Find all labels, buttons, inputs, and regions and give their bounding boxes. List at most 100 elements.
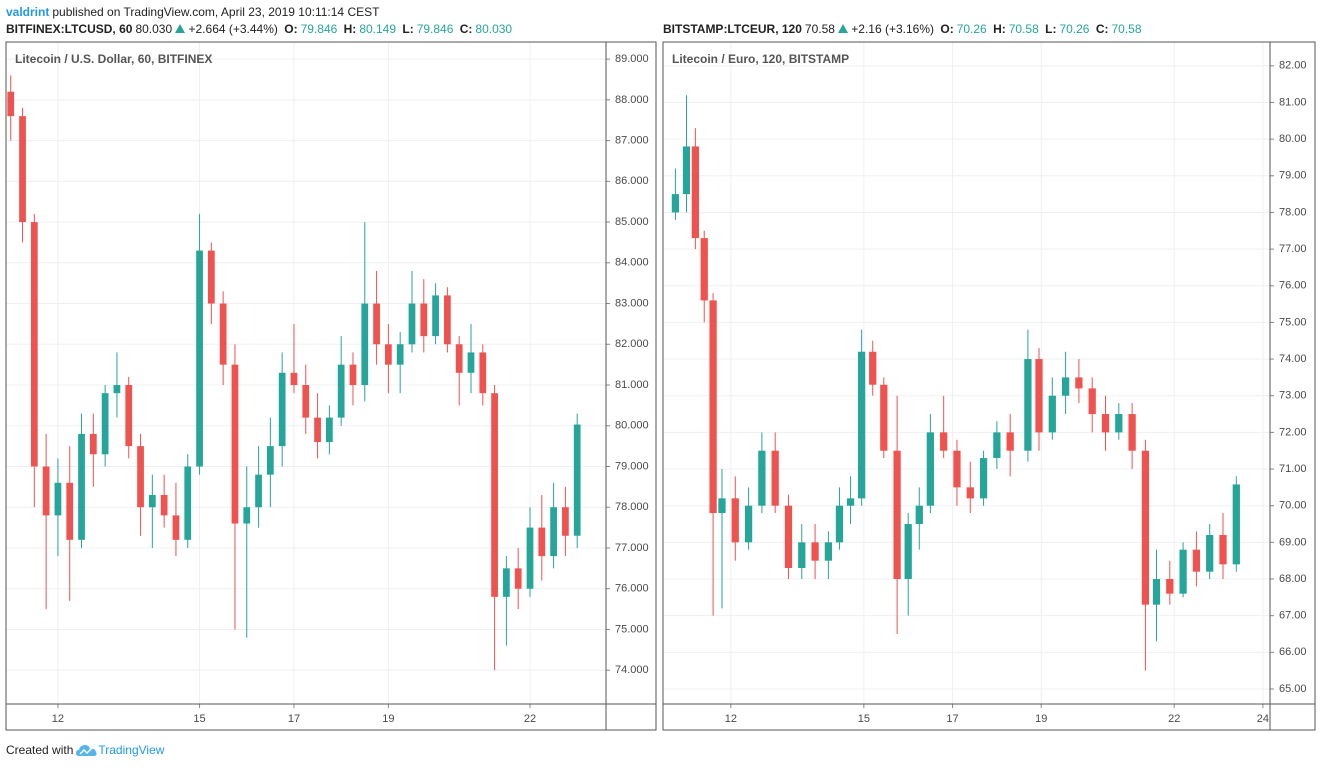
x-tick-label: 22: [524, 713, 536, 725]
candle-body: [940, 432, 948, 451]
c-value: 70.58: [1111, 22, 1142, 36]
publish-info: published on TradingView.com, April 23, …: [52, 5, 380, 19]
candle-body: [1152, 579, 1161, 605]
y-tick-label: 71.00: [1279, 463, 1307, 475]
candle-body: [758, 450, 766, 506]
y-tick-label: 73.00: [1279, 390, 1307, 402]
x-tick-label: 17: [288, 713, 300, 725]
symbol: BITFINEX:LTCUSD, 60: [6, 22, 133, 36]
candle-body: [349, 364, 357, 386]
legend-right: BITSTAMP:LTCEUR, 120 70.58 +2.16 (+3.16%)…: [663, 22, 1145, 36]
candle-body: [1232, 484, 1240, 565]
y-tick-label: 78.00: [1279, 206, 1307, 218]
y-tick-label: 79.00: [1279, 170, 1307, 182]
candle-body: [1006, 432, 1014, 451]
y-tick-label: 76.000: [615, 583, 649, 595]
candle-body: [784, 505, 793, 569]
candle-body: [682, 146, 691, 195]
h-label: H:: [993, 22, 1006, 36]
c-value: 80.030: [475, 22, 513, 36]
candle-body: [385, 344, 392, 365]
candle-body: [915, 505, 923, 525]
o-label: O:: [284, 22, 298, 36]
candle-body: [420, 303, 428, 337]
y-tick-label: 89.000: [615, 53, 649, 65]
candle-body: [858, 351, 866, 499]
candle-body: [811, 542, 819, 561]
candle-body: [904, 524, 912, 580]
y-tick-label: 81.000: [615, 379, 649, 391]
publish-line: valdrint published on TradingView.com, Ap…: [6, 5, 382, 19]
up-arrow: [175, 24, 186, 33]
c-label: C:: [1095, 22, 1109, 36]
x-tick-label: 22: [1168, 713, 1180, 725]
candle-body: [444, 295, 451, 345]
candle-body: [1088, 388, 1096, 415]
candle-body: [231, 364, 239, 524]
logo: [76, 745, 97, 756]
x-tick-label: 12: [52, 713, 64, 725]
chart-title: Litecoin / U.S. Dollar, 60, BITFINEX: [15, 52, 212, 66]
candle-body: [709, 300, 717, 514]
candle-body: [1061, 377, 1070, 396]
candle-body: [893, 450, 901, 580]
change: +2.664 (+3.44%): [188, 22, 278, 36]
o-label: O:: [940, 22, 954, 36]
last: 70.58: [804, 22, 835, 36]
last: 80.030: [135, 22, 173, 36]
y-tick-label: 69.00: [1279, 536, 1307, 548]
candle-body: [125, 385, 133, 447]
candle-body: [101, 393, 109, 455]
candle-body: [243, 507, 251, 524]
y-tick-label: 74.000: [615, 664, 649, 676]
y-tick-label: 82.000: [615, 338, 649, 350]
candle-body: [573, 424, 581, 536]
y-tick-label: 67.00: [1279, 610, 1307, 622]
candle-body: [1206, 535, 1214, 572]
y-tick-label: 76.00: [1279, 280, 1307, 292]
candle-body: [744, 505, 753, 543]
candle-body: [1141, 450, 1150, 605]
y-tick-label: 84.000: [615, 257, 649, 269]
chart-title: Litecoin / Euro, 120, BITSTAMP: [672, 52, 849, 66]
candle-body: [798, 542, 806, 569]
y-tick-label: 79.000: [615, 460, 649, 472]
y-tick-label: 80.000: [615, 420, 649, 432]
candle-body: [373, 303, 380, 345]
candle-body: [148, 495, 156, 508]
author[interactable]: valdrint: [6, 5, 50, 19]
l-label: L:: [1045, 22, 1057, 36]
candle-body: [196, 250, 203, 467]
x-tick-label: 17: [946, 713, 958, 725]
candle-body: [302, 385, 310, 418]
h-value: 70.58: [1008, 22, 1039, 36]
y-tick-label: 72.00: [1279, 426, 1307, 438]
candle-body: [1035, 359, 1043, 433]
candle-body: [979, 458, 988, 499]
candle-body: [19, 116, 26, 223]
candle-body: [184, 466, 192, 540]
o-value: 70.26: [956, 22, 987, 36]
candle-body: [66, 482, 74, 540]
x-tick-label: 12: [725, 713, 737, 725]
y-tick-label: 77.000: [615, 542, 649, 554]
brand[interactable]: TradingView: [98, 743, 165, 757]
l-value: 70.26: [1059, 22, 1090, 36]
created-with: Created with: [6, 743, 74, 757]
y-tick-label: 78.000: [615, 501, 649, 513]
x-tick-label: 24: [1257, 713, 1269, 725]
candle-body: [1115, 414, 1123, 433]
y-tick-label: 74.00: [1279, 353, 1307, 365]
candle-body: [1166, 579, 1174, 594]
candle-body: [1024, 359, 1032, 451]
y-tick-label: 81.00: [1279, 96, 1307, 108]
candle-body: [113, 385, 121, 394]
candle-body: [266, 446, 274, 475]
y-tick-label: 68.00: [1279, 573, 1307, 585]
y-tick-label: 75.000: [615, 623, 649, 635]
x-tick-label: 15: [858, 713, 870, 725]
y-tick-label: 66.00: [1279, 646, 1307, 658]
candle-body: [1075, 377, 1083, 389]
change: +2.16 (+3.16%): [851, 22, 935, 36]
symbol: BITSTAMP:LTCEUR, 120: [663, 22, 802, 36]
